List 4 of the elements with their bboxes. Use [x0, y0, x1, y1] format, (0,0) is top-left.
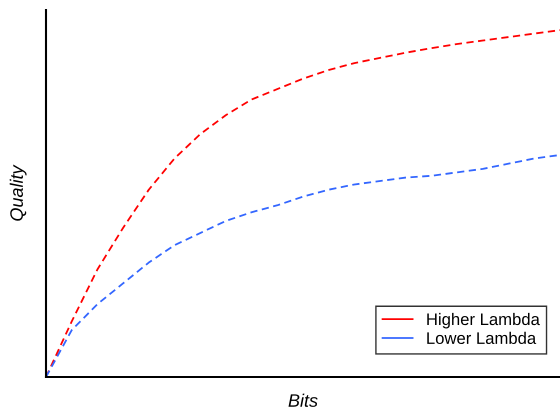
x-axis-title: Bits: [288, 394, 318, 407]
legend-label: Lower Lambda: [427, 332, 536, 344]
legend-label: Higher Lambda: [427, 312, 540, 328]
y-axis-title: Quality: [10, 164, 27, 221]
